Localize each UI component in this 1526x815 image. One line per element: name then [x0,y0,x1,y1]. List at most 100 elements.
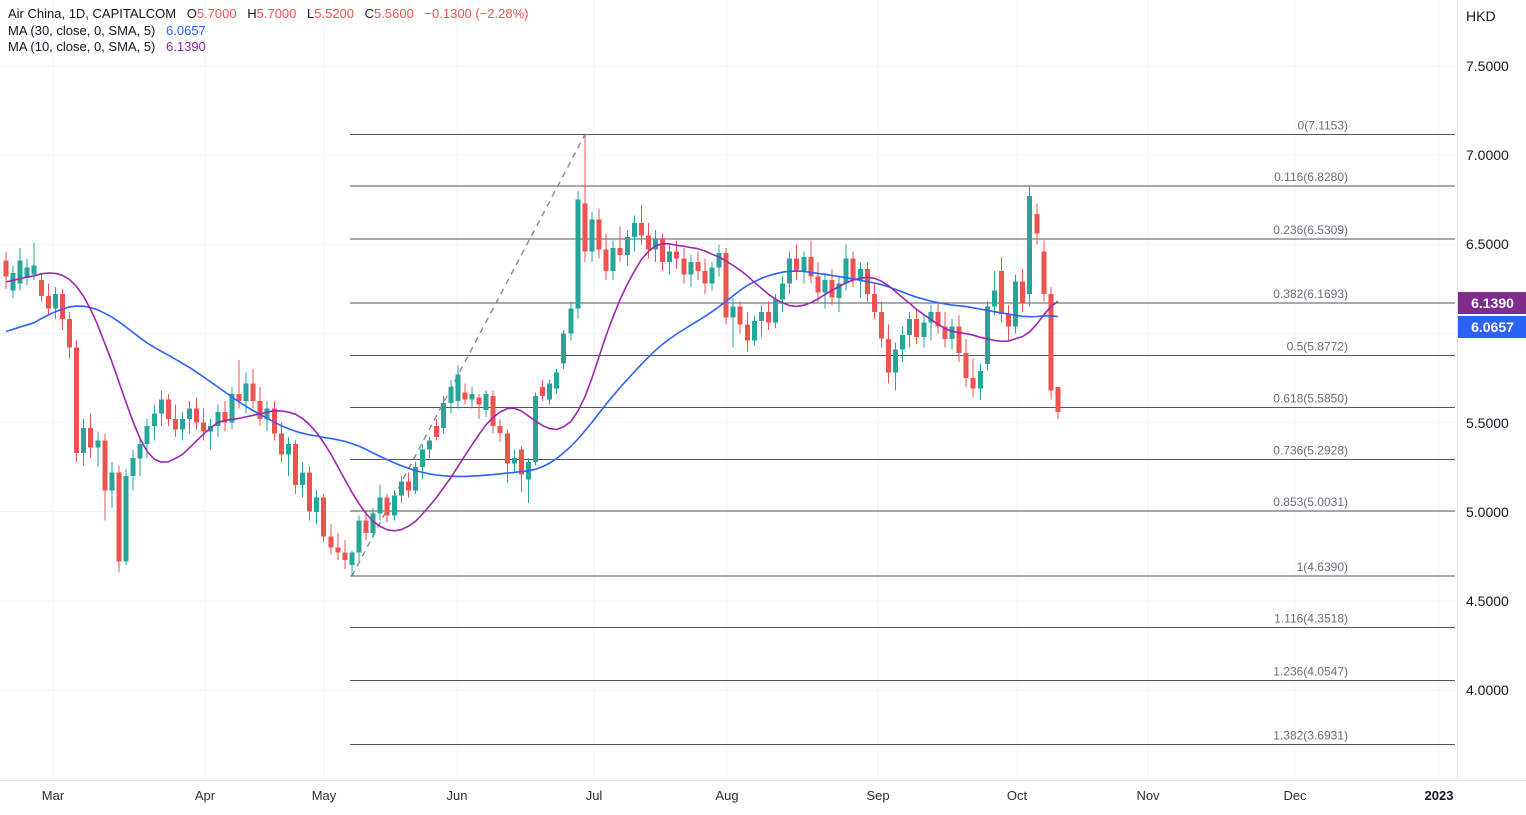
candle-body [398,481,404,496]
candle-body [314,497,320,512]
candle-body [201,422,207,432]
close-label: C5.5600 [364,6,414,21]
candle-body [956,326,962,353]
candle-body [617,247,623,255]
fib-level-label: 0.736(5.2928) [1273,444,1348,458]
candle-body [504,433,510,464]
candle-body [921,322,927,337]
price-tick-label: 7.0000 [1466,147,1509,164]
time-axis-label: 2023 [1424,788,1454,803]
fib-level-label: 0.382(6.1693) [1273,287,1348,301]
candle-body [991,290,997,307]
ma30-legend-row[interactable]: MA (30, close, 0, SMA, 5) 6.0657 [8,23,529,40]
candle-body [843,258,849,284]
candle-body [490,395,496,427]
ma30-line[interactable] [5,270,1058,478]
time-axis-label: Sep [866,788,890,803]
ma10-line[interactable] [5,242,1059,532]
candle-body [744,324,750,341]
candle-body [45,296,51,309]
candle-body [38,279,44,296]
candle-body [427,440,433,450]
candle-body [88,427,94,448]
candle-body [702,271,708,284]
candle-body [942,326,948,339]
time-axis[interactable]: Mar Apr May Jun Jul Aug Sep Oct Nov Dec 2023 [0,780,1526,815]
candle-body [794,258,800,271]
candle-body [999,271,1004,314]
change-value: −0.1300 (−2.28%) [424,6,529,21]
ma10-legend-row[interactable]: MA (10, close, 0, SMA, 5) 6.1390 [8,39,529,56]
candle-body [250,383,256,402]
price-tick-label: 5.5000 [1466,414,1509,431]
candle-body [187,408,193,419]
candle-body [328,536,334,548]
candle-body [264,408,270,419]
high-label: H5.7000 [247,6,297,21]
time-axis-label: Dec [1283,788,1307,803]
candle-body [356,520,362,553]
candle-body [441,403,447,428]
price-badge: 6.0657 [1458,316,1526,339]
candle-body [893,349,899,373]
candle-body [914,319,920,337]
candle-body [822,279,828,293]
candle-body [180,419,185,430]
candle-body [1020,281,1026,304]
candle-body [243,383,249,402]
candle-body [1027,196,1033,295]
candle-body [878,312,884,339]
fib-level-label: 0.116(6.8280) [1274,170,1348,184]
candle-body [695,262,701,271]
candle-body [836,283,842,298]
candle-body [603,249,609,271]
candle-body [377,497,383,514]
candle-body [547,383,553,400]
candle-body [349,552,355,566]
candle-body [102,440,108,491]
candle-body [801,256,807,272]
candle-body [638,222,644,236]
candle-body [984,306,990,364]
candle-body [405,481,411,491]
candle-body [907,319,913,336]
candle-body [780,283,786,300]
candle-body [758,312,764,321]
candle-body [391,495,397,516]
candle-body [17,260,23,284]
candle-body [949,326,955,339]
fib-level-label: 1.116(4.3518) [1274,611,1348,625]
candle-body [631,222,637,238]
candle-body [737,306,743,325]
candle-body [511,458,517,464]
candle-body [52,294,58,309]
candle-body [413,467,418,491]
candle-body [123,476,129,562]
candle-body [81,427,87,453]
candle-body [1048,294,1054,391]
fib-level-label: 0(7.1153) [1298,119,1348,133]
candle-body [370,513,376,534]
candle-body [624,237,630,255]
candle-body [222,411,228,423]
candle-body [561,333,567,364]
fib-level-label: 1.236(4.0547) [1273,664,1348,678]
candle-body [815,276,821,293]
price-axis[interactable]: HKD 7.50007.00006.50006.00005.50005.0000… [1457,0,1526,780]
time-axis-label: Jun [446,788,468,803]
candle-body [455,374,461,402]
price-badge: 6.1390 [1458,292,1526,315]
candle-body [829,279,835,298]
symbol-row[interactable]: Air China, 1D, CAPITALCOM O5.7000 H5.700… [8,6,529,23]
candle-body [300,472,305,485]
candle-body [476,397,482,405]
candle-body [462,392,468,400]
time-axis-label: May [311,788,337,803]
currency-label: HKD [1466,8,1496,24]
price-pane[interactable]: 0(7.1153) 0.116(6.8280) 0.236(6.5309) 0.382… [0,0,1457,780]
candle-body [1055,386,1061,412]
candle-body [667,251,673,263]
candle-body [151,413,157,427]
candle-body [977,370,983,389]
candle-body [448,386,454,403]
